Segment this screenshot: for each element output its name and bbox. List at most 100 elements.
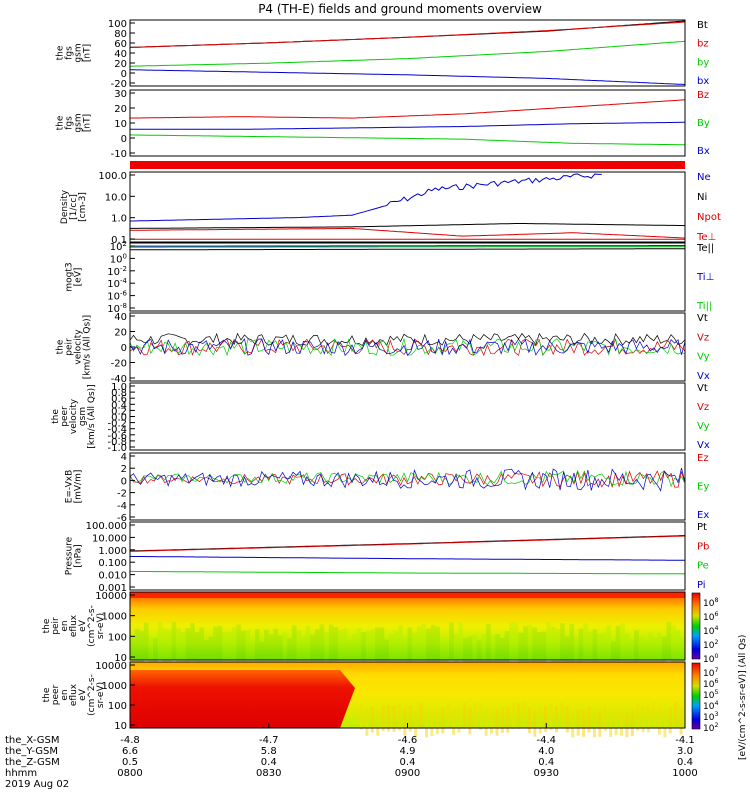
spectrogram-stripe [560,702,564,729]
legend-vt: Vt [697,383,708,394]
legend-bz: bz [697,39,709,50]
spectrogram-stripe [365,709,369,736]
spectrogram-stripe [227,632,232,671]
series-npot-line [130,227,686,239]
footer-value-y: 6.6 [122,746,138,757]
panel-frame [129,19,686,87]
figure-title: P4 (TH-E) fields and ground moments over… [258,2,542,16]
spectrogram-stripe [176,628,181,667]
ytick-label: 10 [114,721,127,732]
legend-te: Te⊥ [696,232,716,243]
ylabel-line: [nPa] [74,544,84,567]
ytick-label: 0.001 [98,583,127,594]
ytick-label: 100 [108,19,127,30]
spectrogram-stripe [444,641,450,680]
ylabel-line: [km/s (All Qs)] [87,384,97,448]
ytick-label: -20 [111,79,127,90]
ylabel-line: eV [78,619,88,632]
ytick-label: 100 [108,632,127,643]
spectrogram-stripe [282,632,288,671]
spectrogram-stripe [511,702,515,729]
spectrogram-stripe [231,626,237,665]
ytick-label: 10.0 [105,192,127,203]
spectrogram-stripe [397,704,401,731]
spectrogram-stripe [162,628,167,667]
spectrogram-stripe [544,705,548,732]
ylabel-line: mogt3 [65,262,75,291]
spectrogram-stripe [180,632,186,671]
ytick-label: 10.000 [92,533,127,544]
spectrogram-stripe [490,635,496,674]
legend-vy: Vy [697,352,710,363]
spectrogram-stripe [541,631,547,670]
ylabel-line: velocity [74,329,84,365]
spectrogram-stripe [435,708,439,735]
footer-value-hhmm: 1000 [672,768,697,779]
spectrogram-stripe [462,702,466,729]
footer-value-z: 0.4 [538,757,554,768]
ytick-label: 0.2 [111,406,127,417]
legend-bx: Bx [697,146,710,157]
footer-value-y: 4.9 [400,746,416,757]
series-ni-line [130,223,686,229]
spectrogram-stripe [500,706,504,733]
colorbar-bottom [691,662,701,730]
ytick-label: 4 [121,452,127,463]
ytick-label: 10000 [95,661,127,672]
panel-10: 10000 1000 100 10 the peer en eflux eV (cm^2-s-sr… [42,661,686,738]
legend-bx: bx [697,76,709,87]
series-ti-line [130,246,685,248]
spectrogram-stripe [264,629,269,668]
colorbar-tick-label: 102 [703,722,718,734]
colorbar-tick-label: 104 [703,625,718,637]
spectrogram-stripe [441,707,445,734]
spectrogram-stripe [571,711,575,738]
colorbar-tick-label: 108 [703,597,718,609]
footer-value-hhmm: 0830 [256,768,281,779]
spectrogram-stripe [167,629,172,668]
series-vz-line [129,338,686,357]
ytick-label: 10-2 [107,265,127,278]
spectrogram-stripe [661,636,667,675]
spectrogram-stripe [522,702,526,729]
panel-3: 100.0 10.0 1.0 0.1 Density [1/cc] [cm-3] Ne Ni Np… [60,171,721,246]
legend-vt: Vt [697,313,708,324]
ytick-label: 100 [110,252,127,265]
series-ex-line [129,468,686,492]
spectrogram-stripe [555,706,558,733]
spectrogram-stripe [472,634,477,673]
panel-5: 40 20 0 -20 -40 the peir velocity [km/s (All Qs)… [56,312,710,385]
footer-value-hhmm: 0900 [395,768,420,779]
spectrogram-stripe [130,635,135,674]
spectrogram-stripe [393,630,399,669]
spectrogram-stripe [287,638,292,677]
ytick-label: 0.6 [111,394,127,405]
spectrogram-stripe [527,707,531,734]
ytick-label: 10000 [95,591,127,602]
spectrogram-stripe [513,622,519,661]
spectrogram-stripe [671,625,676,664]
ytick-label: -0.2 [107,419,127,430]
spectrogram-stripe [657,708,661,735]
spectrogram-stripe [495,633,500,672]
spectrogram-stripe [663,711,667,738]
spectrogram-stripe [620,623,625,662]
series-by-line [129,40,686,67]
ylabel-line: velocity [69,398,79,434]
spectrogram-stripe [624,633,630,672]
ytick-label: -0.4 [107,425,127,436]
ytick-label: 2 [121,464,127,475]
spectrogram-stripe [250,641,255,680]
spectrogram-stripe [569,623,574,662]
series-bx-line [130,69,686,85]
spectrogram-stripe [476,640,482,679]
ytick-label: 30 [114,89,127,100]
spectrogram-stripe [648,632,653,671]
spectrogram-stripe [490,707,493,734]
panel-2: 30 20 10 0 -10 the fgs gsm [nT] Bz By Bx [56,89,710,160]
spectrogram-stripe [506,706,510,733]
spectrogram-stripe [342,628,348,667]
ytick-label: 0 [121,69,127,80]
panel-6: 1.00.80.60.40.20.0-0.2-0.4-0.6-0.8-1.0 th… [51,382,710,454]
